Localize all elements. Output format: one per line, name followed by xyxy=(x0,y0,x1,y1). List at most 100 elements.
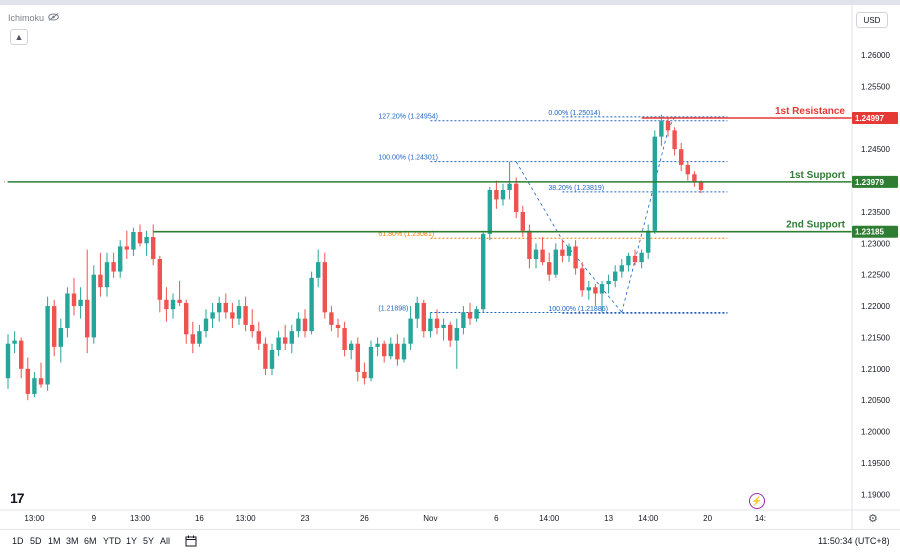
candle-body xyxy=(382,343,387,357)
candle-body xyxy=(65,293,70,329)
time-tick-label: 9 xyxy=(92,514,97,523)
time-tick-label: Nov xyxy=(423,514,437,523)
fib-extension-level-label: 61.80% (1.23081) xyxy=(378,231,434,238)
fib-leg-line xyxy=(562,239,623,313)
indicator-legend[interactable]: Ichimoku xyxy=(8,13,59,23)
candle-body xyxy=(164,299,169,310)
time-tick-label: 26 xyxy=(360,514,369,523)
candle-body xyxy=(547,262,552,275)
range-button-1d[interactable]: 1D xyxy=(12,536,24,546)
candle-body xyxy=(329,312,334,325)
candle-body xyxy=(665,120,671,131)
candle-body xyxy=(408,318,413,344)
range-button-3m[interactable]: 3M xyxy=(66,536,79,546)
candle-body xyxy=(580,268,585,291)
candle-body xyxy=(566,246,572,256)
candle-body xyxy=(355,343,360,372)
candle-body xyxy=(540,249,545,263)
candle-body xyxy=(190,334,195,344)
candle-body xyxy=(283,337,288,344)
eye-off-icon[interactable] xyxy=(48,13,59,23)
candle-body xyxy=(639,252,644,263)
fib-retracement-level-label: 38.20% (1.23819) xyxy=(548,185,604,192)
range-button-1y[interactable]: 1Y xyxy=(126,536,138,546)
range-button-5y[interactable]: 5Y xyxy=(143,536,155,546)
candles xyxy=(5,114,704,401)
candle-body xyxy=(289,331,294,344)
range-button-1m[interactable]: 1M xyxy=(48,536,61,546)
level-name-label: 1st Resistance xyxy=(775,106,845,117)
range-button-ytd[interactable]: YTD xyxy=(103,536,121,546)
candle-body xyxy=(236,306,242,319)
gear-icon[interactable]: ⚙ xyxy=(868,513,878,525)
time-tick-label: 14: xyxy=(755,514,766,523)
candle-body xyxy=(296,318,301,332)
level-name-label: 2nd Support xyxy=(786,220,846,231)
candle-body xyxy=(38,378,44,385)
candle-body xyxy=(157,259,162,300)
time-axis[interactable]: 13:00 9 13:00 16 13:00 23 26 Nov 6 14:00 13 14:00 20… xyxy=(0,509,900,523)
candle-body xyxy=(672,130,677,150)
time-tick-label: 13 xyxy=(604,514,613,523)
candle-body xyxy=(170,299,176,310)
support-resistance-levels: 1st Resistance 1st Support 2nd Support xyxy=(8,106,852,233)
candle-body xyxy=(421,302,426,332)
candle-body xyxy=(45,306,50,385)
candle-body xyxy=(362,371,367,379)
time-tick-label: 23 xyxy=(301,514,310,523)
tradingview-logo-icon: 17 xyxy=(10,490,25,506)
price-tick-label: 1.21500 xyxy=(861,333,890,342)
currency-selector[interactable]: USD xyxy=(856,12,888,28)
candle-body xyxy=(349,343,354,350)
candle-body xyxy=(256,331,261,344)
candle-body xyxy=(230,312,235,319)
candle-body xyxy=(507,183,512,190)
candle-body xyxy=(560,249,565,256)
candle-body xyxy=(553,249,558,275)
candle-body xyxy=(606,280,611,285)
currency-label: USD xyxy=(863,15,881,25)
time-tick-label: 6 xyxy=(494,514,499,523)
candle-body xyxy=(210,312,215,319)
candle-body xyxy=(527,230,532,259)
price-tick-label: 1.22500 xyxy=(861,271,890,280)
lightning-icon[interactable]: ⚡ xyxy=(749,493,765,509)
collapse-legend-button[interactable]: ▲ xyxy=(10,29,28,45)
candle-body xyxy=(434,318,440,329)
candle-body xyxy=(316,262,321,278)
candle-body xyxy=(599,284,605,294)
calendar-icon[interactable] xyxy=(185,535,197,550)
candle-body xyxy=(632,255,638,263)
price-tick-label: 1.26000 xyxy=(861,51,890,60)
chevron-up-icon: ▲ xyxy=(14,32,24,42)
candle-body xyxy=(685,164,690,175)
candle-body xyxy=(659,120,664,137)
price-tick-label: 1.23000 xyxy=(861,239,890,248)
candle-body xyxy=(698,181,704,190)
candle-body xyxy=(302,318,308,332)
candle-body xyxy=(679,149,684,165)
candle-body xyxy=(474,309,479,319)
candle-body xyxy=(111,262,116,272)
candle-body xyxy=(91,274,96,338)
range-button-6m[interactable]: 6M xyxy=(84,536,97,546)
price-tick-label: 1.24500 xyxy=(861,145,890,154)
candle-body xyxy=(223,302,228,313)
candle-body xyxy=(269,349,275,369)
range-button-all[interactable]: All xyxy=(160,536,171,546)
fib-retracement-level-label: 0.00% (1.25014) xyxy=(548,110,600,117)
price-tick-label: 1.22000 xyxy=(861,302,890,311)
candle-body xyxy=(395,343,400,360)
candle-body xyxy=(448,324,453,341)
candle-body xyxy=(586,287,591,291)
time-tick-label: 16 xyxy=(195,514,204,523)
price-chart[interactable]: 127.20% (1.24954) 100.00% (1.24301) 61.80%… xyxy=(0,0,900,529)
time-tick-label: 20 xyxy=(703,514,712,523)
price-axis[interactable]: 1.260001.255001.250001.245001.240001.235… xyxy=(851,5,898,529)
candle-body xyxy=(335,324,341,329)
fib-retracement-level-label: 100.00% (1.21886) xyxy=(548,306,608,313)
time-tick-label: 13:00 xyxy=(130,514,151,523)
candle-body xyxy=(441,324,446,329)
level-price-label: 1.24997 xyxy=(855,114,884,123)
range-button-5d[interactable]: 5D xyxy=(30,536,42,546)
